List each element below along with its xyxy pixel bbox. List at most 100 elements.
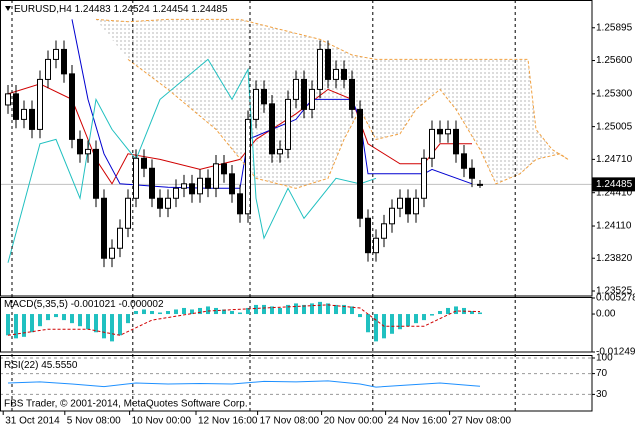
candle-body <box>469 167 475 179</box>
histogram-bar <box>158 312 162 315</box>
candle-body <box>269 103 275 155</box>
histogram-bar <box>334 304 338 315</box>
candle-body <box>93 148 99 199</box>
histogram-bar <box>70 314 74 324</box>
chart-header: EURUSD,H4 1.24483 1.24524 1.24454 1.2448… <box>14 4 228 15</box>
histogram-bar <box>30 314 34 333</box>
histogram-bar <box>350 306 354 315</box>
histogram-bar <box>398 314 402 330</box>
histogram-bar <box>326 303 330 315</box>
y-tick-label: 1.25600 <box>596 55 633 66</box>
candle-body <box>45 58 51 80</box>
histogram-bar <box>214 307 218 315</box>
histogram-bar <box>174 309 178 315</box>
histogram-bar <box>198 307 202 315</box>
symbol-icon <box>5 6 11 11</box>
histogram-bar <box>438 310 442 315</box>
y-tick-label: 1.25300 <box>596 88 633 99</box>
candle-body <box>261 88 267 105</box>
histogram-bar <box>310 303 314 315</box>
candle-body <box>205 177 211 189</box>
candle-body <box>405 197 411 215</box>
histogram-bar <box>38 314 42 327</box>
y-tick-label: 1.23525 <box>596 286 633 297</box>
candle-body <box>453 128 459 155</box>
candle-body <box>365 217 371 254</box>
y-tick-label: 1.24710 <box>596 154 633 165</box>
histogram-bar <box>366 314 370 333</box>
x-tick-label: 27 Nov 08:00 <box>452 416 512 427</box>
candle-body <box>277 148 283 155</box>
rsi-line <box>7 380 481 388</box>
candle-body <box>149 167 155 199</box>
y-tick-label: 1.23820 <box>596 253 633 264</box>
candle-body <box>85 148 91 155</box>
histogram-bar <box>246 307 250 315</box>
rsi-header: RSI(22) 45.5550 <box>4 360 78 371</box>
histogram-bar <box>22 314 26 337</box>
candle-body <box>29 108 35 130</box>
y-tick-label: 1.24410 <box>596 187 633 198</box>
macd-signal: -0.000002 <box>119 299 164 310</box>
candle-body <box>213 163 219 189</box>
candle-body <box>125 197 131 229</box>
symbol: EURUSD,H4 <box>14 4 72 15</box>
histogram-bar <box>390 314 394 334</box>
histogram-bar <box>126 314 130 324</box>
indicator-name: MACD(5,35,5) <box>4 299 68 310</box>
candle-body <box>285 98 291 150</box>
x-tick-label: 10 Nov 00:00 <box>132 416 192 427</box>
candle-body <box>445 128 451 135</box>
indicator-name: RSI(22) <box>4 360 38 371</box>
histogram-bar <box>142 309 146 315</box>
histogram-bar <box>238 312 242 315</box>
x-tick-label: 20 Nov 00:00 <box>324 416 384 427</box>
main-frame <box>0 0 593 297</box>
candle-body <box>357 108 363 219</box>
candle-body <box>237 193 243 215</box>
histogram-bar <box>254 304 258 315</box>
histogram-bar <box>358 314 362 318</box>
header-low: 1.24454 <box>152 4 189 15</box>
candle-body <box>117 227 123 249</box>
candle-body <box>317 48 323 90</box>
candle-body <box>141 157 147 169</box>
y-tick-label: 0.005278 <box>596 293 635 304</box>
indicator-line <box>7 58 377 263</box>
y-tick-label: 100 <box>596 353 613 364</box>
histogram-bar <box>54 314 58 318</box>
histogram-bar <box>422 314 426 321</box>
candle-body <box>5 93 11 106</box>
candle-body <box>77 138 83 155</box>
x-tick-label: 24 Nov 16:00 <box>388 416 448 427</box>
candle-body <box>421 157 427 199</box>
histogram-bar <box>294 303 298 315</box>
histogram-bar <box>374 314 378 342</box>
y-tick-label: 1.25895 <box>596 22 633 33</box>
macd-main: -0.001021 <box>71 299 116 310</box>
histogram-bar <box>78 314 82 327</box>
price-tag-label: 1.24485 <box>596 179 633 190</box>
histogram-bar <box>430 314 434 316</box>
candle-body <box>477 183 483 186</box>
candle-body <box>325 48 331 80</box>
histogram-bar <box>134 310 138 315</box>
candle-body <box>69 73 75 140</box>
y-tick-label: 1.25005 <box>596 121 633 132</box>
header-high: 1.24524 <box>114 4 151 15</box>
candle-body <box>157 197 163 209</box>
candle-body <box>101 197 107 259</box>
price-tag <box>592 177 635 192</box>
cloud-layer <box>96 19 568 189</box>
header-close: 1.24485 <box>191 4 228 15</box>
candle-body <box>413 197 419 215</box>
candle-body <box>309 88 315 110</box>
histogram-bar <box>342 304 346 315</box>
candle-body <box>173 187 179 199</box>
histogram-bar <box>318 301 322 315</box>
histogram-bar <box>46 314 50 321</box>
macd-header: MACD(5,35,5) -0.001021 -0.000002 <box>4 299 164 310</box>
header-open: 1.24483 <box>75 4 112 15</box>
